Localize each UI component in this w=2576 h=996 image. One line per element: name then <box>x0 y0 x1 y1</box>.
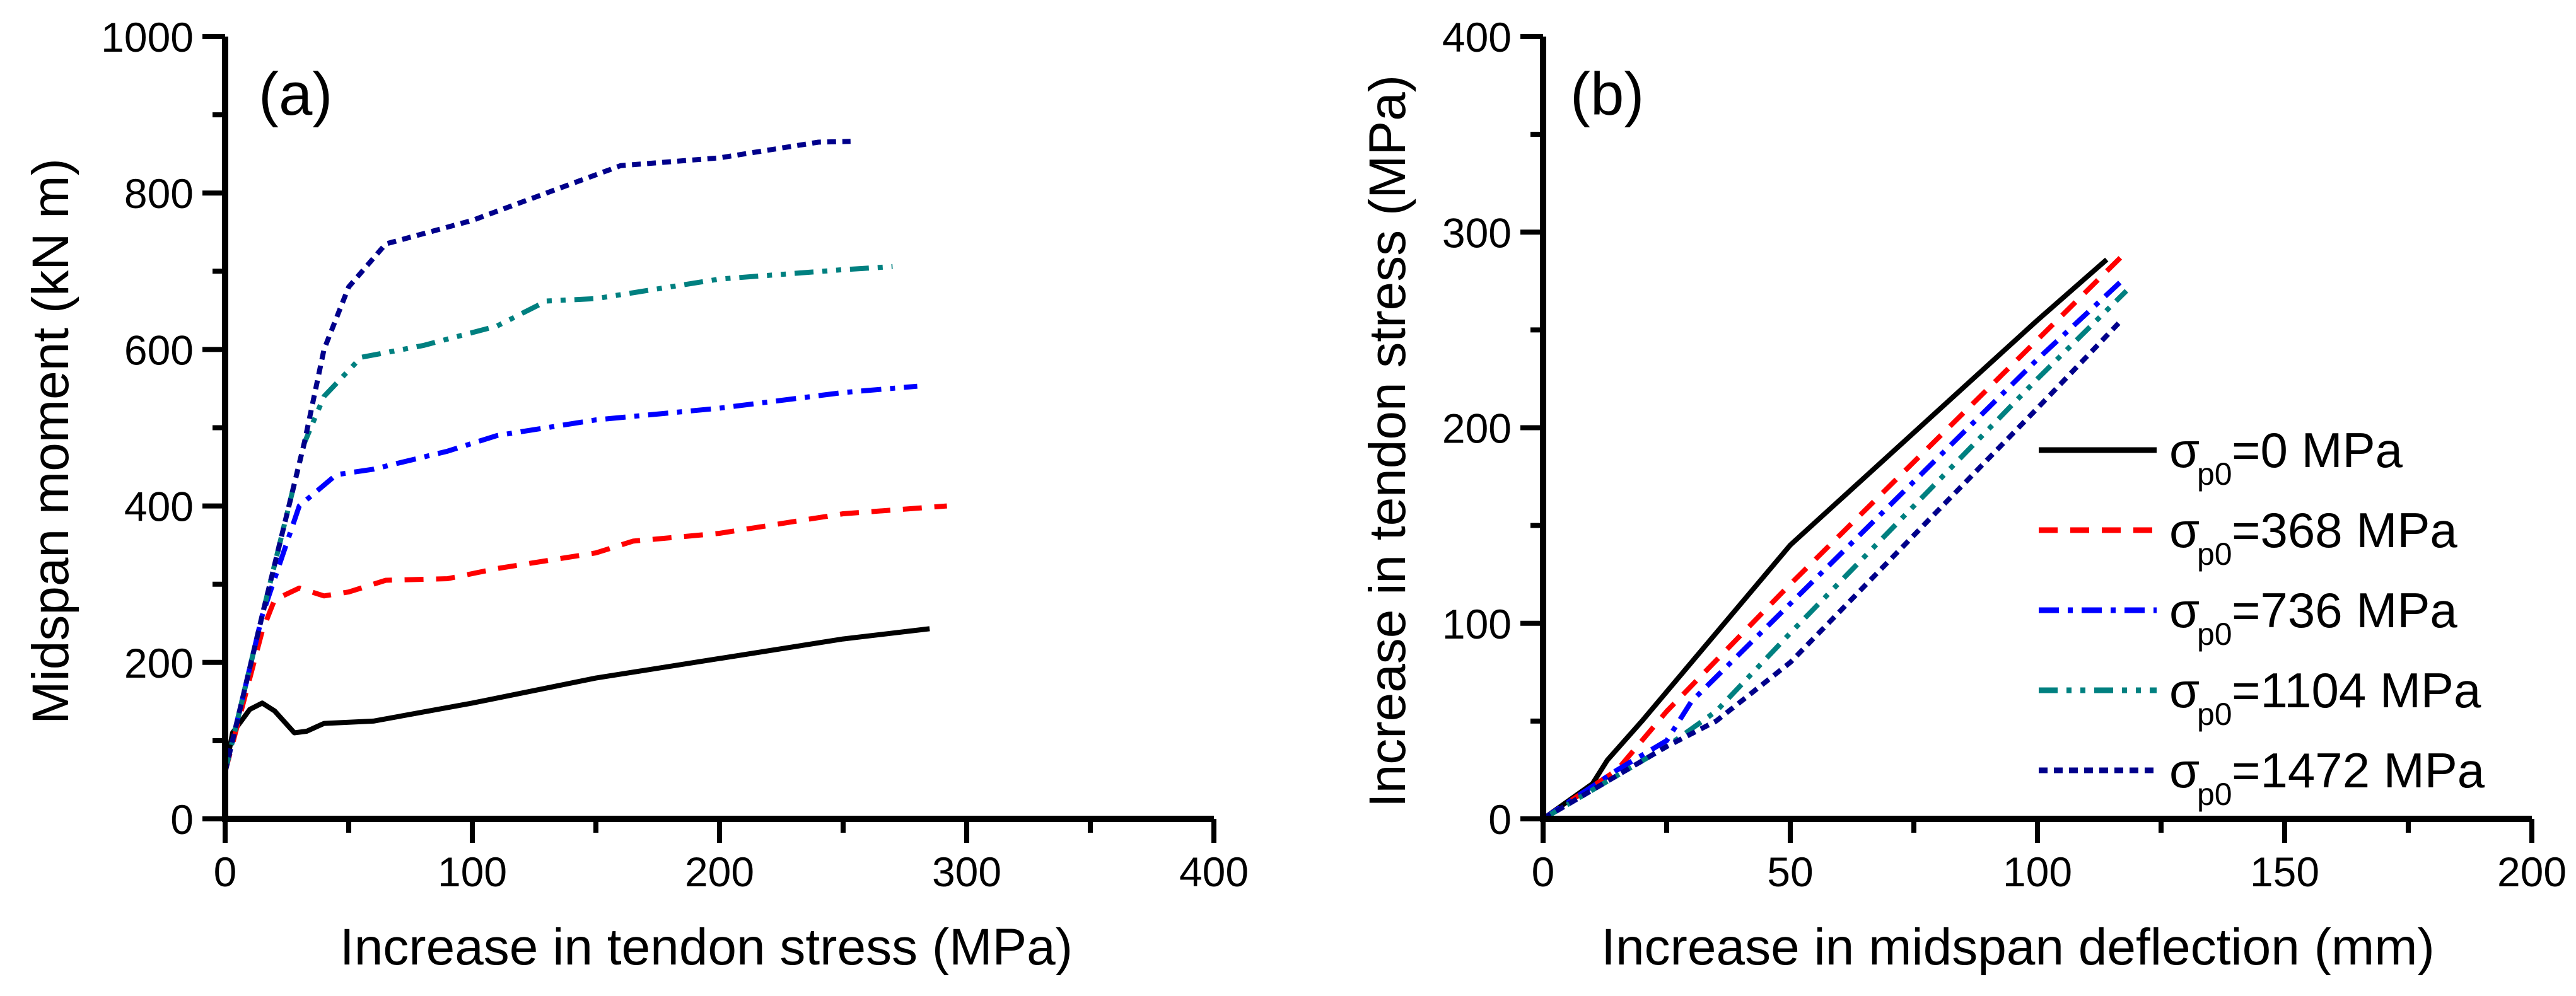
x-tick-label: 300 <box>932 848 1001 895</box>
panel-label-a: (a) <box>259 61 332 128</box>
legend-item: σp0 =368 MPa <box>2039 502 2457 572</box>
y-tick-label: 400 <box>1442 14 1512 61</box>
legend-subscript: p0 <box>2197 536 2232 572</box>
y-axis-title-a: Midspan moment (kN m) <box>22 158 79 724</box>
legend-value: =0 MPa <box>2232 422 2403 478</box>
legend-item: σp0 =0 MPa <box>2039 422 2403 492</box>
series-line-4 <box>223 139 851 773</box>
x-axis-title-a: Increase in tendon stress (MPa) <box>340 918 1073 976</box>
y-tick-label: 200 <box>124 640 194 686</box>
legend-subscript: p0 <box>2197 777 2232 812</box>
chart-panel-a: (a) Increase in tendon stress (MPa) Mids… <box>22 14 1249 976</box>
x-tick-label: 100 <box>438 848 507 895</box>
y-tick-label: 0 <box>170 796 194 843</box>
legend-value: =736 MPa <box>2232 582 2457 638</box>
legend-symbol: σ <box>2169 663 2200 718</box>
series-line-1 <box>223 503 947 773</box>
x-tick-label: 200 <box>2497 848 2567 895</box>
x-tick-label: 200 <box>685 848 754 895</box>
legend-subscript: p0 <box>2197 697 2232 732</box>
y-tick-label: 100 <box>1442 601 1512 647</box>
series-line-0 <box>223 626 930 773</box>
x-tick-label: 400 <box>1179 848 1249 895</box>
legend-item: σp0 =1472 MPa <box>2039 743 2485 812</box>
legend-item: σp0 =1104 MPa <box>2039 663 2481 732</box>
legend-value: =1104 MPa <box>2232 663 2481 718</box>
series-line-2 <box>223 383 918 773</box>
series-line-4 <box>1541 318 2124 821</box>
series-line-0 <box>1541 257 2109 821</box>
x-tick-label: 100 <box>2003 848 2072 895</box>
x-tick-label: 50 <box>1767 848 1813 895</box>
legend-value: =1472 MPa <box>2232 743 2485 798</box>
y-tick-label: 800 <box>124 170 194 217</box>
y-tick-label: 300 <box>1442 209 1512 256</box>
legend-subscript: p0 <box>2197 456 2232 492</box>
panel-label-b: (b) <box>1570 61 1644 128</box>
series-line-2 <box>1541 279 2124 821</box>
x-tick-label: 150 <box>2250 848 2319 895</box>
legend-symbol: σ <box>2169 743 2200 798</box>
legend-symbol: σ <box>2169 582 2200 638</box>
y-tick-label: 400 <box>124 484 194 530</box>
x-tick-label: 0 <box>214 848 237 895</box>
legend-symbol: σ <box>2169 422 2200 478</box>
legend-subscript: p0 <box>2197 617 2232 652</box>
y-tick-label: 200 <box>1442 405 1512 452</box>
series-line-3 <box>1541 289 2128 821</box>
legend-item: σp0 =736 MPa <box>2039 582 2457 652</box>
legend-symbol: σ <box>2169 502 2200 558</box>
legend-value: =368 MPa <box>2232 502 2457 558</box>
y-axis-title-b: Increase in tendon stress (MPa) <box>1359 75 1416 808</box>
x-axis-title-b: Increase in midspan deflection (mm) <box>1601 918 2435 976</box>
chart-panel-b: (b) Increase in midspan deflection (mm) … <box>1359 14 2567 976</box>
y-tick-label: 1000 <box>101 14 194 61</box>
x-tick-label: 0 <box>1532 848 1555 895</box>
y-tick-label: 600 <box>124 327 194 373</box>
y-tick-label: 0 <box>1488 796 1512 843</box>
